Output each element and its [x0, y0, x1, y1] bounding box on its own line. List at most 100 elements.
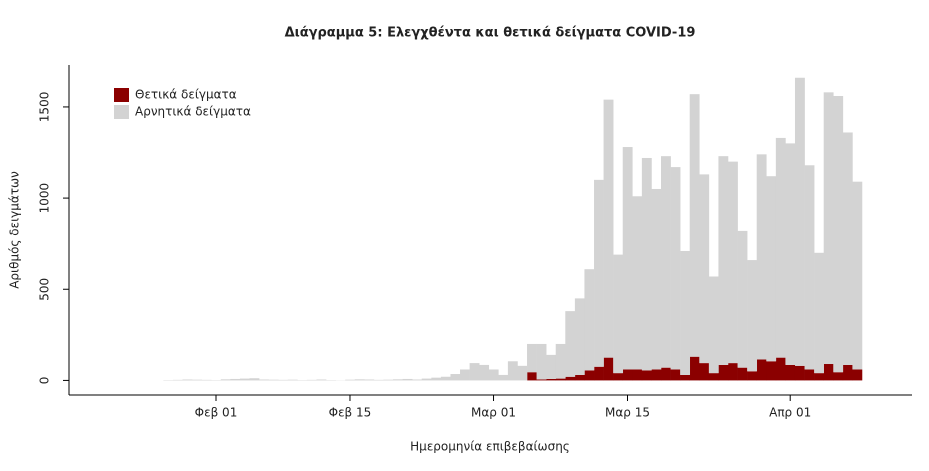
legend-label: Θετικά δείγματα — [135, 88, 237, 102]
bar — [833, 372, 844, 381]
x-tick-label: Φεβ 01 — [195, 406, 238, 420]
bar — [354, 379, 365, 381]
bar — [766, 176, 777, 362]
bar — [527, 372, 537, 381]
bar — [689, 94, 700, 357]
y-axis-label: Αριθμός δειγμάτων — [8, 171, 22, 289]
bar — [823, 364, 834, 381]
bar — [230, 378, 241, 381]
y-tick-label: 0 — [38, 377, 52, 385]
chart-title: Διάγραμμα 5: Ελεγχθέντα και θετικά δείγμ… — [285, 26, 696, 41]
bar — [594, 366, 604, 381]
bar — [488, 369, 499, 381]
bar — [383, 379, 394, 381]
bar — [756, 359, 767, 381]
bar — [268, 379, 279, 381]
bar — [727, 363, 738, 381]
bar — [747, 260, 758, 372]
bar — [718, 156, 729, 365]
bar — [450, 374, 461, 381]
x-tick-label: Μαρ 01 — [471, 406, 516, 420]
bar — [737, 230, 748, 368]
bar — [794, 365, 805, 381]
bar — [287, 379, 298, 381]
bar — [460, 369, 470, 381]
bar — [651, 369, 662, 381]
bar — [689, 356, 700, 381]
bar — [632, 369, 643, 381]
bar — [680, 250, 691, 375]
legend-swatch — [114, 105, 129, 119]
bar — [507, 361, 518, 381]
bar — [172, 379, 183, 381]
bar — [306, 379, 317, 381]
bar — [641, 157, 652, 371]
bar — [670, 167, 681, 370]
bar — [373, 379, 384, 381]
bar — [661, 156, 671, 368]
bar — [708, 373, 719, 381]
bar — [661, 367, 671, 381]
bar — [192, 379, 202, 381]
bar — [584, 370, 595, 381]
bar — [412, 379, 423, 381]
bar — [823, 92, 834, 365]
bar — [249, 378, 260, 381]
bar — [574, 374, 585, 381]
bar — [756, 154, 767, 360]
bar — [737, 367, 748, 381]
bar — [584, 269, 595, 371]
bar — [546, 378, 557, 381]
bar — [613, 373, 624, 381]
bar — [421, 378, 432, 381]
x-tick-label: Απρ 01 — [769, 406, 811, 420]
bar — [613, 254, 624, 374]
bar — [431, 377, 442, 381]
y-tick-label: 500 — [38, 278, 52, 301]
bar — [775, 137, 786, 358]
bar — [259, 379, 269, 381]
bar — [622, 369, 633, 381]
bar — [718, 364, 729, 381]
x-tick-label: Μαρ 15 — [605, 406, 650, 420]
bar — [239, 378, 250, 381]
bar — [565, 376, 576, 381]
bar — [852, 369, 863, 381]
legend-label: Αρνητικά δείγματα — [135, 105, 251, 119]
y-tick-label: 1500 — [38, 92, 52, 123]
y-tick-label: 1000 — [38, 183, 52, 214]
bar — [517, 365, 528, 381]
bar — [603, 99, 614, 358]
bar — [766, 361, 777, 381]
bar — [775, 357, 786, 381]
bar — [727, 161, 738, 364]
bar — [708, 276, 719, 374]
bar — [469, 363, 480, 381]
bar — [574, 298, 585, 375]
bar — [804, 369, 815, 381]
bar — [345, 379, 356, 381]
bar — [594, 179, 604, 367]
bar — [603, 357, 614, 381]
bar — [536, 379, 547, 381]
bar — [680, 374, 691, 381]
bar — [842, 364, 853, 381]
bar — [201, 379, 212, 381]
bar — [393, 379, 403, 381]
x-axis-label: Ημερομηνία επιβεβαίωσης — [410, 440, 570, 454]
bar — [440, 376, 451, 381]
bar — [699, 363, 710, 381]
bar — [402, 378, 413, 381]
bar — [536, 343, 547, 380]
bar — [182, 379, 193, 381]
bar — [804, 165, 815, 370]
bar — [555, 343, 566, 379]
bar — [364, 379, 375, 381]
bar — [785, 143, 796, 365]
bar — [814, 252, 824, 374]
x-tick-label: Φεβ 15 — [329, 406, 372, 420]
bar — [651, 188, 662, 370]
bar — [814, 373, 824, 381]
bar — [670, 369, 681, 381]
